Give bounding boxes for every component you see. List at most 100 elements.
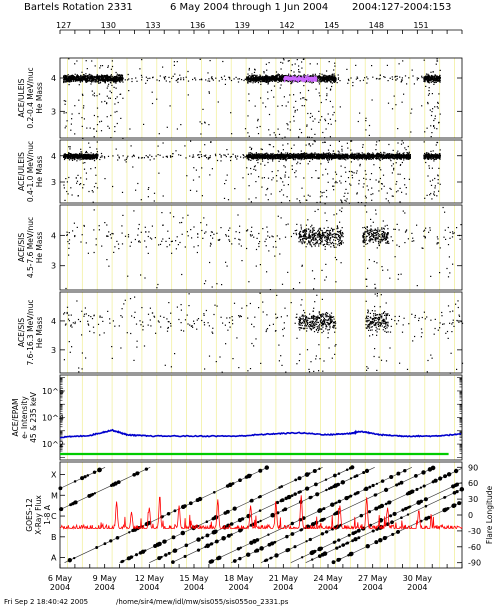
data-point xyxy=(356,157,358,159)
data-point xyxy=(93,154,95,157)
data-point xyxy=(88,75,90,77)
data-point xyxy=(399,152,401,154)
data-point xyxy=(98,93,101,95)
data-point xyxy=(328,79,330,82)
data-point xyxy=(250,159,252,161)
data-point xyxy=(317,75,319,78)
data-point xyxy=(86,154,88,156)
data-point xyxy=(252,74,254,77)
data-point xyxy=(263,72,265,74)
data-point xyxy=(68,156,71,158)
data-point xyxy=(73,155,75,157)
data-point xyxy=(165,80,167,82)
data-point xyxy=(309,81,311,83)
data-point xyxy=(87,156,89,158)
data-point xyxy=(345,200,347,202)
data-point xyxy=(248,135,250,137)
data-point xyxy=(356,152,358,154)
data-point xyxy=(323,191,325,193)
data-point xyxy=(105,76,107,78)
panel-frame xyxy=(59,57,463,139)
dense-data-point xyxy=(302,78,304,80)
data-point xyxy=(285,152,287,154)
data-point xyxy=(116,76,118,78)
data-point xyxy=(101,74,103,76)
data-point xyxy=(315,88,317,90)
data-point xyxy=(68,78,70,80)
dense-data-point xyxy=(309,76,311,79)
data-point xyxy=(326,95,328,97)
data-point xyxy=(350,184,352,186)
data-point xyxy=(408,77,410,79)
data-point xyxy=(250,79,252,81)
data-point xyxy=(301,67,303,69)
data-point xyxy=(115,82,117,84)
data-point xyxy=(104,75,106,77)
data-point xyxy=(299,92,301,94)
data-point xyxy=(267,78,269,80)
data-point xyxy=(431,76,433,78)
data-point xyxy=(70,77,72,79)
data-point xyxy=(92,191,94,193)
dense-data-point xyxy=(311,80,313,82)
data-point xyxy=(324,137,326,139)
data-point xyxy=(377,157,379,159)
data-point xyxy=(110,77,113,79)
data-point xyxy=(64,127,66,129)
data-point xyxy=(152,77,154,79)
data-point xyxy=(318,75,320,77)
data-point xyxy=(93,157,95,159)
data-point xyxy=(281,77,283,79)
data-point xyxy=(254,165,256,167)
data-point xyxy=(275,77,277,79)
data-point xyxy=(77,76,79,78)
data-point xyxy=(274,76,276,78)
data-point xyxy=(107,125,109,127)
data-point xyxy=(405,187,407,189)
data-point xyxy=(421,105,423,107)
data-point xyxy=(333,185,335,187)
data-point xyxy=(258,80,260,82)
data-point xyxy=(113,77,115,79)
data-point xyxy=(68,58,70,60)
data-point xyxy=(80,151,82,153)
data-point xyxy=(272,76,274,78)
data-point xyxy=(330,88,332,90)
data-point xyxy=(275,71,278,73)
data-point xyxy=(296,59,298,61)
data-point xyxy=(83,168,86,170)
data-point xyxy=(90,155,93,157)
data-point xyxy=(202,108,204,110)
data-point xyxy=(292,80,294,82)
data-point xyxy=(328,76,330,78)
data-point xyxy=(71,154,73,156)
data-point xyxy=(74,80,76,82)
data-point xyxy=(348,202,351,204)
data-point xyxy=(253,168,255,170)
data-point xyxy=(259,76,261,78)
data-point xyxy=(88,79,90,81)
data-point xyxy=(428,87,430,89)
data-point xyxy=(427,73,429,75)
data-point xyxy=(72,75,74,77)
data-point xyxy=(261,76,263,78)
data-point xyxy=(94,156,96,158)
data-point xyxy=(75,154,77,156)
data-point xyxy=(270,75,272,77)
data-point xyxy=(200,133,202,135)
data-point xyxy=(243,79,245,82)
data-point xyxy=(315,75,317,77)
data-point xyxy=(92,157,94,159)
data-point xyxy=(428,79,430,81)
data-point xyxy=(434,115,436,117)
data-point xyxy=(287,152,289,154)
data-point xyxy=(391,108,394,110)
dense-data-point xyxy=(304,77,307,79)
data-point xyxy=(333,73,335,75)
data-point xyxy=(364,170,366,172)
data-point xyxy=(429,76,431,78)
data-point xyxy=(312,73,314,75)
data-point xyxy=(265,152,267,154)
data-point xyxy=(280,61,282,63)
data-point xyxy=(71,194,73,196)
